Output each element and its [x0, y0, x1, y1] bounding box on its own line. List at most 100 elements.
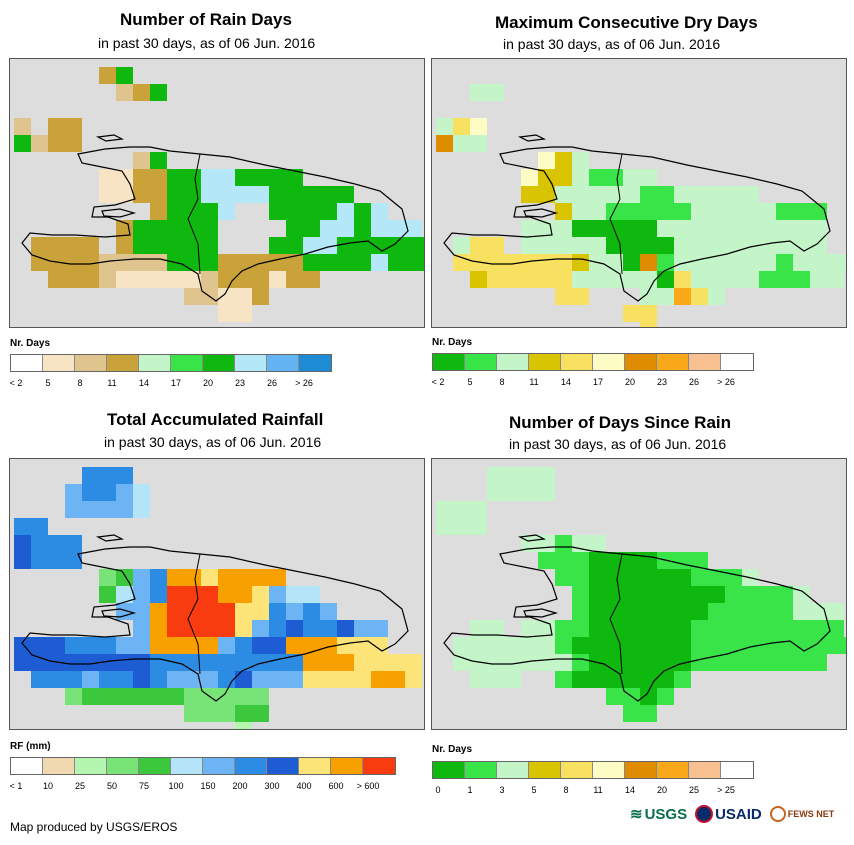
grid-cell: [252, 254, 269, 271]
panel-subtitle: in past 30 days, as of 06 Jun. 2016: [503, 36, 721, 52]
grid-cell: [793, 654, 810, 671]
grid-cell: [269, 654, 286, 671]
grid-cell: [708, 637, 725, 654]
grid-cell: [759, 603, 776, 620]
grid-cell: [201, 620, 218, 637]
grid-cell: [371, 671, 388, 688]
grid-cell: [453, 654, 470, 671]
grid-cell: [150, 152, 167, 169]
usgs-logo: ≋ USGS: [630, 805, 687, 824]
grid-cell: [167, 186, 184, 203]
grid-cell: [303, 637, 320, 654]
grid-cell: [269, 186, 286, 203]
legend-unit: Nr. Days: [432, 337, 473, 348]
legend-swatch: [203, 758, 235, 774]
grid-cell: [14, 518, 31, 535]
grid-cell: [337, 671, 354, 688]
grid-cell: [742, 603, 759, 620]
grid-cell: [150, 186, 167, 203]
legend-unit: Nr. Days: [10, 338, 51, 349]
grid-cell: [218, 203, 235, 220]
grid-cell: [116, 688, 133, 705]
grid-cell: [405, 254, 422, 271]
coastline: [21, 546, 409, 702]
legend-swatch: [299, 758, 331, 774]
legend-tick-label: 5: [45, 378, 51, 388]
grid-cell: [14, 118, 31, 135]
grid-cell: [99, 254, 116, 271]
legend-tick-label: 26: [266, 378, 278, 388]
grid-cell: [538, 467, 555, 484]
grid-cell: [252, 288, 269, 305]
grid-cell: [82, 271, 99, 288]
grid-cell: [827, 620, 844, 637]
grid-cell: [606, 569, 623, 586]
grid-cell: [116, 67, 133, 84]
grid-cell: [201, 169, 218, 186]
legend-tick-label: 3: [499, 785, 505, 795]
legend-tick-label: 17: [592, 377, 604, 387]
panel-subtitle: in past 30 days, as of 06 Jun. 2016: [509, 436, 727, 452]
grid-cell: [150, 220, 167, 237]
grid-cell: [708, 586, 725, 603]
grid-cell: [235, 169, 252, 186]
grid-cell: [538, 637, 555, 654]
grid-cell: [31, 237, 48, 254]
grid-cell: [674, 220, 691, 237]
legend-unit: Nr. Days: [432, 744, 473, 755]
grid-cell: [133, 186, 150, 203]
grid-cell: [572, 169, 589, 186]
legend-tick-label: 23: [234, 378, 246, 388]
grid-cell: [708, 254, 725, 271]
grid-cell: [572, 288, 589, 305]
grid-cell: [776, 203, 793, 220]
grid-cell: [269, 254, 286, 271]
grid-cell: [286, 237, 303, 254]
legend-tick-label: 5: [467, 377, 473, 387]
grid-cell: [252, 705, 269, 722]
grid-cell: [470, 637, 487, 654]
grid-cell: [759, 271, 776, 288]
legend-tick-label: 0: [435, 785, 441, 795]
grid-cell: [708, 220, 725, 237]
grid-cell: [555, 637, 572, 654]
grid-cell: [521, 220, 538, 237]
grid-cell: [99, 271, 116, 288]
grid-cell: [201, 603, 218, 620]
grid-cell: [82, 254, 99, 271]
legend-tick-label: 100: [168, 781, 184, 791]
legend-swatch: [235, 758, 267, 774]
grid-cell: [521, 637, 538, 654]
grid-cell: [99, 169, 116, 186]
grid-cell: [470, 135, 487, 152]
grid-cell: [589, 271, 606, 288]
grid-cell: [504, 271, 521, 288]
legend-tick-label: 11: [107, 378, 117, 388]
grid-cell: [218, 671, 235, 688]
grid-cell: [116, 654, 133, 671]
grid-cell: [48, 118, 65, 135]
grid-cell: [453, 237, 470, 254]
grid-cell: [133, 271, 150, 288]
grid-cell: [453, 118, 470, 135]
grid-cell: [320, 254, 337, 271]
grid-cell: [691, 603, 708, 620]
grid-cell: [371, 203, 388, 220]
grid-cell: [470, 671, 487, 688]
legend-swatch: [267, 355, 299, 371]
grid-cell: [504, 467, 521, 484]
grid-cell: [606, 688, 623, 705]
grid-cell: [657, 671, 674, 688]
grid-cell: [269, 620, 286, 637]
grid-cell: [759, 586, 776, 603]
legend-tick-label: > 600: [356, 781, 380, 791]
grid-cell: [235, 569, 252, 586]
grid-cell: [303, 186, 320, 203]
grid-cell: [167, 637, 184, 654]
grid-cell: [487, 237, 504, 254]
grid-cell: [725, 254, 742, 271]
grid-cell: [674, 552, 691, 569]
grid-cell: [708, 203, 725, 220]
grid-cell: [657, 620, 674, 637]
grid-cell: [674, 603, 691, 620]
